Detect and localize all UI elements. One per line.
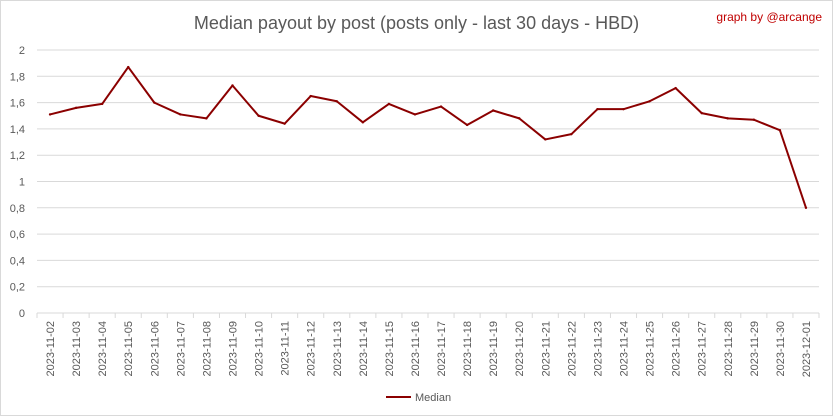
y-tick-label: 2: [19, 45, 25, 57]
data-point: [48, 113, 52, 116]
x-tick-label: 2023-11-08: [201, 321, 213, 376]
legend: Median: [386, 392, 451, 404]
data-point: [570, 132, 573, 136]
data-point: [596, 107, 599, 111]
x-tick-label: 2023-11-03: [71, 321, 83, 376]
x-tick-label: 2023-11-23: [592, 321, 604, 376]
data-point: [752, 118, 756, 121]
x-axis-ticks: 2023-11-02 2023-11-03 2023-11-04 2023-11-05…: [45, 321, 813, 377]
grid-layer: [36, 49, 820, 318]
x-tick-label: 2023-11-29: [749, 321, 761, 376]
y-tick-label: 1,6: [10, 98, 25, 110]
x-tick-label: 2023-11-17: [436, 321, 448, 376]
x-tick-label: 2023-11-21: [540, 321, 552, 376]
y-tick-label: 1,2: [10, 150, 25, 162]
x-tick-label: 2023-11-18: [462, 321, 474, 376]
x-tick-label: 2023-12-01: [801, 321, 813, 377]
x-tick-label: 2023-11-11: [280, 321, 292, 376]
data-point: [127, 65, 130, 69]
data-point: [674, 86, 677, 90]
data-point: [387, 102, 391, 106]
data-point: [778, 129, 782, 132]
x-tick-label: 2023-11-28: [723, 321, 735, 376]
x-tick-label: 2023-11-13: [332, 321, 344, 376]
data-point: [257, 114, 260, 117]
x-tick-label: 2023-11-22: [566, 321, 578, 376]
x-tick-label: 2023-11-07: [175, 321, 187, 376]
data-point: [231, 84, 234, 87]
x-tick-label: 2023-11-06: [149, 321, 161, 376]
data-point: [309, 94, 312, 98]
x-tick-label: 2023-11-24: [619, 321, 631, 376]
y-tick-label: 0,4: [10, 255, 25, 267]
data-point: [74, 106, 78, 110]
x-tick-label: 2023-11-16: [410, 321, 422, 376]
x-tick-label: 2023-11-25: [645, 321, 657, 376]
y-axis-ticks: 0 0,2 0,4 0,6 0,8 1 1,2 1,4 1,6 1,8 2: [10, 45, 25, 320]
x-tick-label: 2023-11-26: [671, 321, 683, 376]
data-point: [700, 111, 703, 115]
data-point: [283, 122, 286, 125]
x-tick-label: 2023-11-15: [384, 321, 396, 376]
x-tick-label: 2023-11-12: [306, 321, 318, 376]
y-tick-label: 0,6: [10, 229, 25, 241]
data-point: [100, 102, 104, 106]
data-point: [648, 100, 651, 103]
legend-label: Median: [415, 392, 451, 404]
y-tick-label: 0,2: [10, 282, 25, 294]
x-tick-label: 2023-11-10: [254, 321, 266, 376]
data-point: [413, 113, 417, 116]
data-point: [335, 100, 338, 103]
data-point: [726, 117, 729, 120]
x-tick-label: 2023-11-05: [123, 321, 135, 376]
series-line-median: [49, 66, 807, 209]
x-tick-label: 2023-11-09: [228, 321, 240, 376]
chart-title: Median payout by post (posts only - last…: [193, 13, 640, 33]
chart-credit: graph by @arcange: [716, 10, 822, 24]
data-point: [439, 105, 443, 108]
x-tick-label: 2023-11-02: [45, 321, 57, 376]
x-tick-label: 2023-11-20: [514, 321, 526, 376]
series-layer: [48, 65, 808, 209]
x-tick-label: 2023-11-27: [697, 321, 709, 376]
data-point: [153, 101, 156, 104]
x-tick-label: 2023-11-14: [358, 321, 370, 376]
data-point: [518, 117, 521, 120]
data-point: [465, 123, 469, 127]
data-point: [361, 121, 365, 124]
data-point: [491, 109, 495, 112]
data-point: [544, 138, 547, 141]
data-point: [179, 113, 182, 116]
x-tick-label: 2023-11-19: [488, 321, 500, 376]
x-tick-label: 2023-11-04: [97, 321, 109, 376]
x-tick-label: 2023-11-30: [775, 321, 787, 376]
data-point: [205, 117, 208, 120]
y-tick-label: 0: [19, 308, 25, 320]
data-point: [804, 206, 808, 209]
y-tick-label: 1,8: [10, 71, 25, 83]
y-tick-label: 0,8: [10, 203, 25, 215]
y-tick-label: 1,4: [10, 124, 25, 136]
y-tick-label: 1: [19, 177, 25, 189]
data-point: [622, 107, 625, 111]
